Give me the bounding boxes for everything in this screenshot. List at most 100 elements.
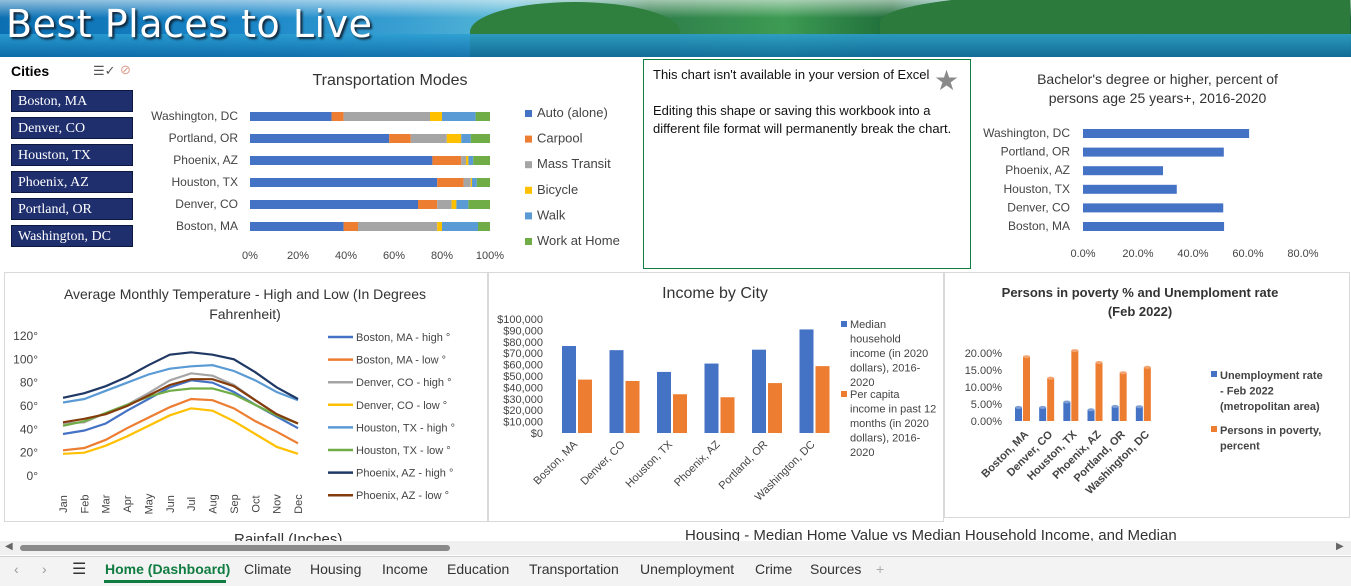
education-category-label: Denver, CO (1007, 200, 1070, 214)
poverty-legend-swatch (1211, 371, 1217, 377)
education-category-label: Washington, DC (983, 126, 1070, 140)
poverty-bar (1015, 407, 1022, 421)
poverty-legend-label: Unemployment rate (1220, 370, 1323, 382)
income-y-tick: $10,000 (503, 417, 543, 429)
temperature-legend-label: Houston, TX - low ° (356, 445, 451, 457)
sheet-tab-2[interactable]: Housing (310, 561, 362, 577)
education-bar (1083, 166, 1164, 176)
transport-bar-segment (410, 134, 447, 143)
income-bar (752, 349, 766, 433)
next-sheet-icon[interactable]: › (42, 561, 47, 577)
scroll-thumb[interactable] (20, 545, 450, 551)
transport-bar-segment (250, 178, 438, 187)
transport-bar-segment (250, 134, 390, 143)
poverty-y-tick: 10.00% (965, 382, 1003, 394)
poverty-bar-top (1063, 400, 1071, 404)
transport-x-tick: 20% (287, 250, 309, 262)
sheet-tab-0[interactable]: Home (Dashboard) (105, 561, 231, 577)
income-bar (720, 397, 735, 433)
slicer-item-5[interactable]: Washington, DC (11, 225, 133, 247)
poverty-bar-top (1039, 405, 1047, 409)
poverty-bar (1047, 378, 1055, 421)
poverty-legend-swatch (1211, 426, 1217, 432)
transport-bar-segment (461, 156, 466, 165)
education-x-tick: 80.0% (1287, 248, 1318, 260)
clear-filter-icon[interactable]: ⊘ (120, 62, 131, 77)
income-legend-swatch (841, 391, 847, 397)
slicer-item-4[interactable]: Portland, OR (11, 198, 133, 220)
income-bar (578, 379, 592, 433)
income-y-tick: $30,000 (503, 394, 543, 406)
poverty-bar (1095, 362, 1103, 421)
unavailable-line2: Editing this shape or saving this workbo… (653, 103, 952, 136)
transport-bar-segment (331, 112, 344, 121)
income-x-tick: Denver, CO (578, 438, 627, 487)
income-y-tick: $90,000 (503, 325, 543, 337)
poverty-bar-top (1119, 371, 1127, 375)
income-y-tick: $50,000 (503, 371, 543, 383)
horizontal-scrollbar[interactable]: ◀ ▶ (0, 541, 1351, 555)
slicer-item-3[interactable]: Phoenix, AZ (11, 171, 133, 193)
transport-bar-segment (446, 134, 462, 143)
all-sheets-menu-icon[interactable]: ☰ (72, 561, 87, 578)
temperature-x-tick: Jun (165, 495, 177, 513)
temperature-x-tick: Jul (186, 497, 198, 511)
poverty-bar (1071, 350, 1079, 421)
sheet-tab-5[interactable]: Transportation (529, 561, 619, 577)
transport-bar-segment (250, 156, 433, 165)
income-bar (562, 346, 576, 433)
transport-x-tick: 100% (476, 250, 504, 262)
sheet-tab-8[interactable]: Sources (810, 561, 862, 577)
transport-bar-segment (470, 134, 490, 143)
transport-bar-segment (437, 222, 442, 231)
slicer-item-0[interactable]: Boston, MA (11, 90, 133, 112)
poverty-bar (1039, 407, 1047, 421)
temperature-x-tick: Apr (122, 495, 134, 512)
multi-select-icon[interactable]: ☰✓ (93, 63, 116, 78)
sheet-tab-7[interactable]: Crime (755, 561, 793, 577)
poverty-y-tick: 20.00% (965, 348, 1003, 360)
sheet-tab-3[interactable]: Income (382, 561, 428, 577)
prev-sheet-icon[interactable]: ‹ (14, 561, 19, 577)
transport-category-label: Portland, OR (169, 131, 239, 145)
sheet-tab-1[interactable]: Climate (244, 561, 292, 577)
transport-bar-segment (466, 156, 469, 165)
transport-bar-segment (475, 112, 490, 121)
education-category-label: Portland, OR (1001, 145, 1071, 159)
temperature-y-tick: 80° (20, 376, 38, 390)
transport-bar-segment (442, 222, 478, 231)
add-sheet-button[interactable]: + (876, 561, 885, 577)
poverty-legend-label: (metropolitan area) (1220, 401, 1320, 413)
transport-category-label: Houston, TX (172, 175, 238, 189)
income-bar (815, 366, 830, 433)
poverty-bar-top (1071, 349, 1079, 353)
income-legend-label: dollars), 2016- (850, 433, 921, 445)
scroll-left-arrow[interactable]: ◀ (5, 541, 13, 552)
income-bar (799, 329, 814, 433)
temperature-legend-label: Boston, MA - high ° (356, 332, 450, 344)
temperature-x-tick: Nov (272, 494, 284, 514)
sheet-tab-4[interactable]: Education (447, 561, 510, 577)
poverty-bar-top (1087, 408, 1095, 412)
income-legend-label: household (850, 334, 901, 346)
income-bar (609, 350, 624, 433)
rainfall-chart-title: Rainfall (Inches) (234, 531, 343, 541)
poverty-legend-label: - Feb 2022 (1220, 386, 1274, 398)
transport-category-label: Boston, MA (176, 219, 238, 233)
income-legend-label: Per capita (850, 389, 900, 401)
income-bar (657, 371, 671, 433)
temperature-legend-label: Boston, MA - low ° (356, 355, 446, 367)
income-legend-label: Median (850, 319, 886, 331)
sheet-tab-6[interactable]: Unemployment (640, 561, 735, 577)
temperature-x-tick: May (143, 493, 155, 514)
income-y-tick: $70,000 (503, 348, 543, 360)
active-tab-underline (104, 580, 226, 583)
income-legend-label: income (in 2020 (850, 348, 928, 360)
transport-bar-segment (468, 156, 474, 165)
education-x-tick: 40.0% (1177, 248, 1208, 260)
slicer-item-1[interactable]: Denver, CO (11, 117, 133, 139)
scroll-right-arrow[interactable]: ▶ (1336, 541, 1344, 552)
slicer-item-2[interactable]: Houston, TX (11, 144, 133, 166)
transport-bar-segment (478, 222, 490, 231)
unavailable-chart-box[interactable]: This chart isn't available in your versi… (643, 59, 971, 269)
